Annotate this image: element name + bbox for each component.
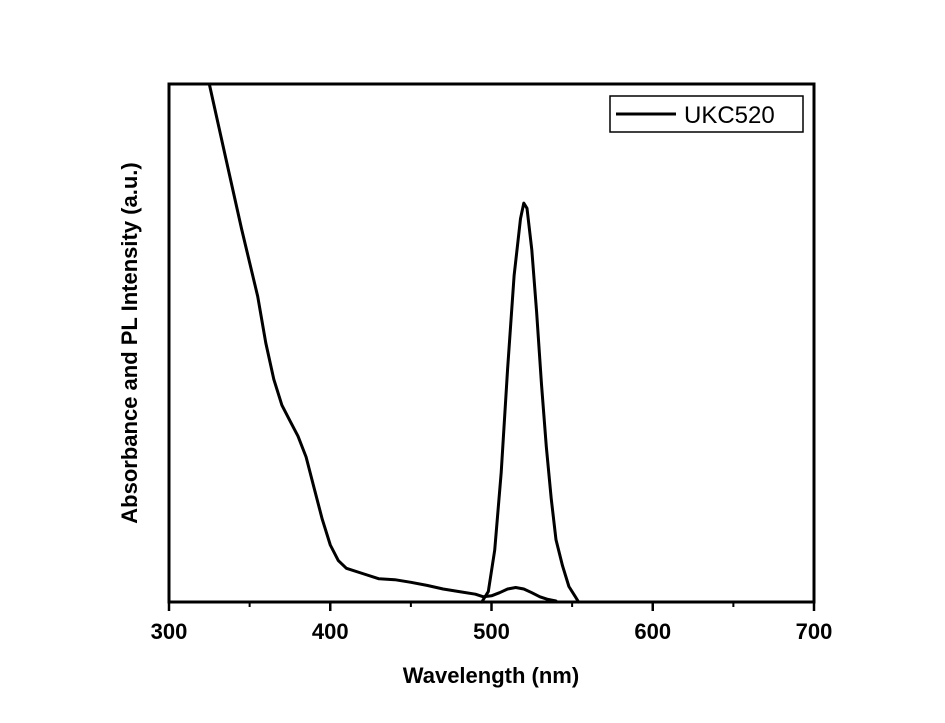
y-axis-title: Absorbance and PL Intensity (a.u.) [117, 162, 142, 523]
x-ticks: 300 400 500 600 700 [151, 602, 833, 644]
series-line-pl-peak [480, 201, 581, 604]
legend: UKC520 [609, 95, 804, 133]
x-tick-label: 400 [312, 619, 349, 644]
x-tick-label: 500 [473, 619, 510, 644]
series-line-absorbance [207, 82, 558, 603]
series-layer [207, 82, 581, 604]
x-axis-title: Wavelength (nm) [403, 663, 579, 688]
x-tick-label: 700 [796, 619, 833, 644]
x-tick-label: 600 [634, 619, 671, 644]
x-tick-label: 300 [151, 619, 188, 644]
legend-box [609, 95, 804, 133]
legend-label: UKC520 [684, 102, 775, 129]
